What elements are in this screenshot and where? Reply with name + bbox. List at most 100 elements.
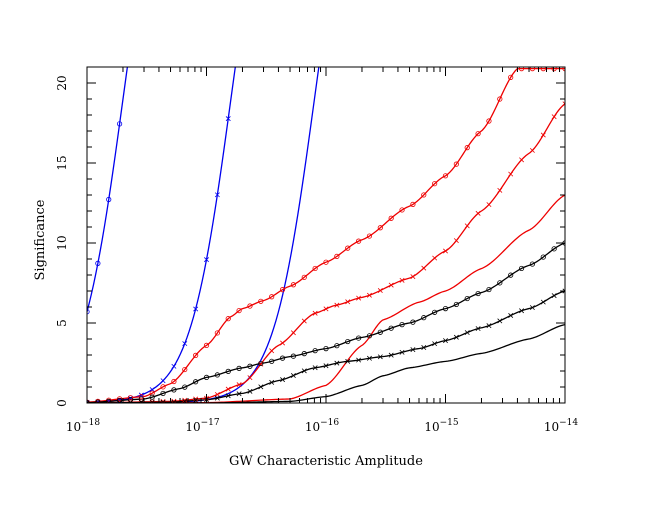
- series-layer: [87, 67, 565, 403]
- point-red-circles: [182, 366, 188, 373]
- point-red-circles: [334, 253, 340, 259]
- point-black-circles: [160, 390, 166, 397]
- point-red-circles: [540, 67, 546, 72]
- y-tick-label: 15: [55, 155, 69, 170]
- point-black-crosses: [410, 347, 416, 353]
- point-black-crosses: [87, 400, 90, 403]
- y-tick-label: 20: [55, 75, 69, 90]
- point-black-circles: [149, 394, 155, 400]
- point-black-crosses: [356, 357, 362, 363]
- point-black-circles: [214, 372, 220, 378]
- point-black-circles: [486, 286, 492, 293]
- point-red-circles: [497, 96, 503, 102]
- point-red-circles: [138, 394, 144, 400]
- point-black-crosses: [225, 393, 231, 399]
- x-tick-exponent: −14: [559, 418, 578, 428]
- x-tick-base: 10: [185, 420, 200, 434]
- point-red-circles: [193, 352, 199, 358]
- point-black-crosses: [475, 326, 481, 332]
- point-black-crosses: [497, 318, 503, 324]
- point-red-circles: [301, 274, 307, 280]
- point-blue-crosses: [138, 392, 144, 398]
- point-black-circles: [279, 355, 286, 361]
- point-black-crosses: [388, 352, 394, 358]
- point-black-circles: [258, 360, 264, 367]
- series-line-red-circles: [87, 67, 565, 403]
- point-black-circles: [540, 254, 546, 260]
- point-black-circles: [432, 309, 438, 315]
- point-black-circles: [410, 319, 416, 325]
- point-black-crosses: [138, 399, 144, 403]
- point-red-circles: [399, 207, 405, 213]
- y-tick-label: 10: [55, 235, 69, 250]
- point-red-crosses: [323, 306, 329, 312]
- point-black-crosses: [258, 384, 264, 390]
- point-red-circles: [258, 298, 264, 304]
- x-tick-label: 10−17: [185, 418, 220, 434]
- x-tick-exponent: −16: [320, 418, 339, 428]
- point-red-crosses: [366, 292, 372, 298]
- point-red-crosses: [149, 399, 155, 403]
- point-black-circles: [269, 358, 275, 364]
- point-red-circles: [432, 181, 438, 187]
- series-line-red-crosses: [87, 103, 565, 403]
- point-black-circles: [508, 272, 514, 278]
- point-red-circles: [236, 307, 242, 314]
- series-line-blue-circles: [87, 67, 129, 312]
- point-red-circles: [442, 173, 449, 179]
- point-red-circles: [323, 259, 329, 265]
- point-red-circles: [225, 316, 231, 322]
- point-black-crosses: [345, 358, 351, 364]
- point-black-crosses: [312, 365, 318, 371]
- point-black-crosses: [290, 373, 296, 379]
- point-red-crosses: [464, 223, 470, 229]
- point-black-circles: [301, 351, 307, 357]
- point-blue-circles: [106, 196, 112, 203]
- point-black-crosses: [399, 349, 405, 355]
- point-red-circles: [116, 396, 123, 402]
- point-black-crosses: [236, 391, 242, 397]
- point-black-circles: [290, 353, 297, 359]
- point-black-crosses: [562, 288, 565, 294]
- point-red-circles: [366, 233, 373, 239]
- point-black-crosses: [247, 388, 253, 394]
- point-red-circles: [377, 225, 383, 231]
- point-black-crosses: [540, 299, 546, 305]
- y-tick-label: 5: [55, 319, 69, 327]
- point-red-crosses: [529, 147, 535, 153]
- point-black-crosses: [453, 334, 459, 340]
- point-red-crosses: [508, 171, 514, 177]
- point-red-crosses: [388, 282, 394, 288]
- point-blue-crosses: [193, 306, 199, 312]
- point-blue-crosses: [204, 257, 209, 263]
- point-red-circles: [508, 74, 514, 80]
- point-red-circles: [388, 215, 394, 221]
- point-red-crosses: [312, 310, 318, 316]
- point-red-crosses: [551, 114, 557, 120]
- point-red-circles: [486, 118, 492, 124]
- point-red-circles: [529, 67, 536, 72]
- point-black-crosses: [193, 397, 199, 403]
- y-axis-label: Significance: [33, 199, 48, 280]
- point-blue-circles: [116, 121, 123, 127]
- point-black-circles: [453, 301, 459, 308]
- point-red-circles: [410, 201, 416, 207]
- series-line-black-crosses: [87, 290, 565, 403]
- point-black-circles: [323, 345, 329, 352]
- point-red-circles: [475, 131, 481, 137]
- point-black-circles: [442, 305, 449, 312]
- point-red-crosses: [432, 255, 438, 261]
- point-red-circles: [171, 378, 177, 385]
- point-red-crosses: [182, 397, 188, 403]
- point-red-circles: [518, 67, 525, 72]
- point-blue-crosses: [160, 378, 166, 384]
- point-red-crosses: [301, 318, 307, 324]
- point-black-crosses: [551, 293, 557, 299]
- point-black-crosses: [464, 330, 470, 336]
- point-red-crosses: [258, 361, 264, 367]
- point-black-circles: [312, 348, 318, 354]
- point-black-circles: [171, 387, 177, 393]
- x-tick-exponent: −15: [440, 418, 459, 428]
- x-tick-label: 10−15: [424, 418, 459, 434]
